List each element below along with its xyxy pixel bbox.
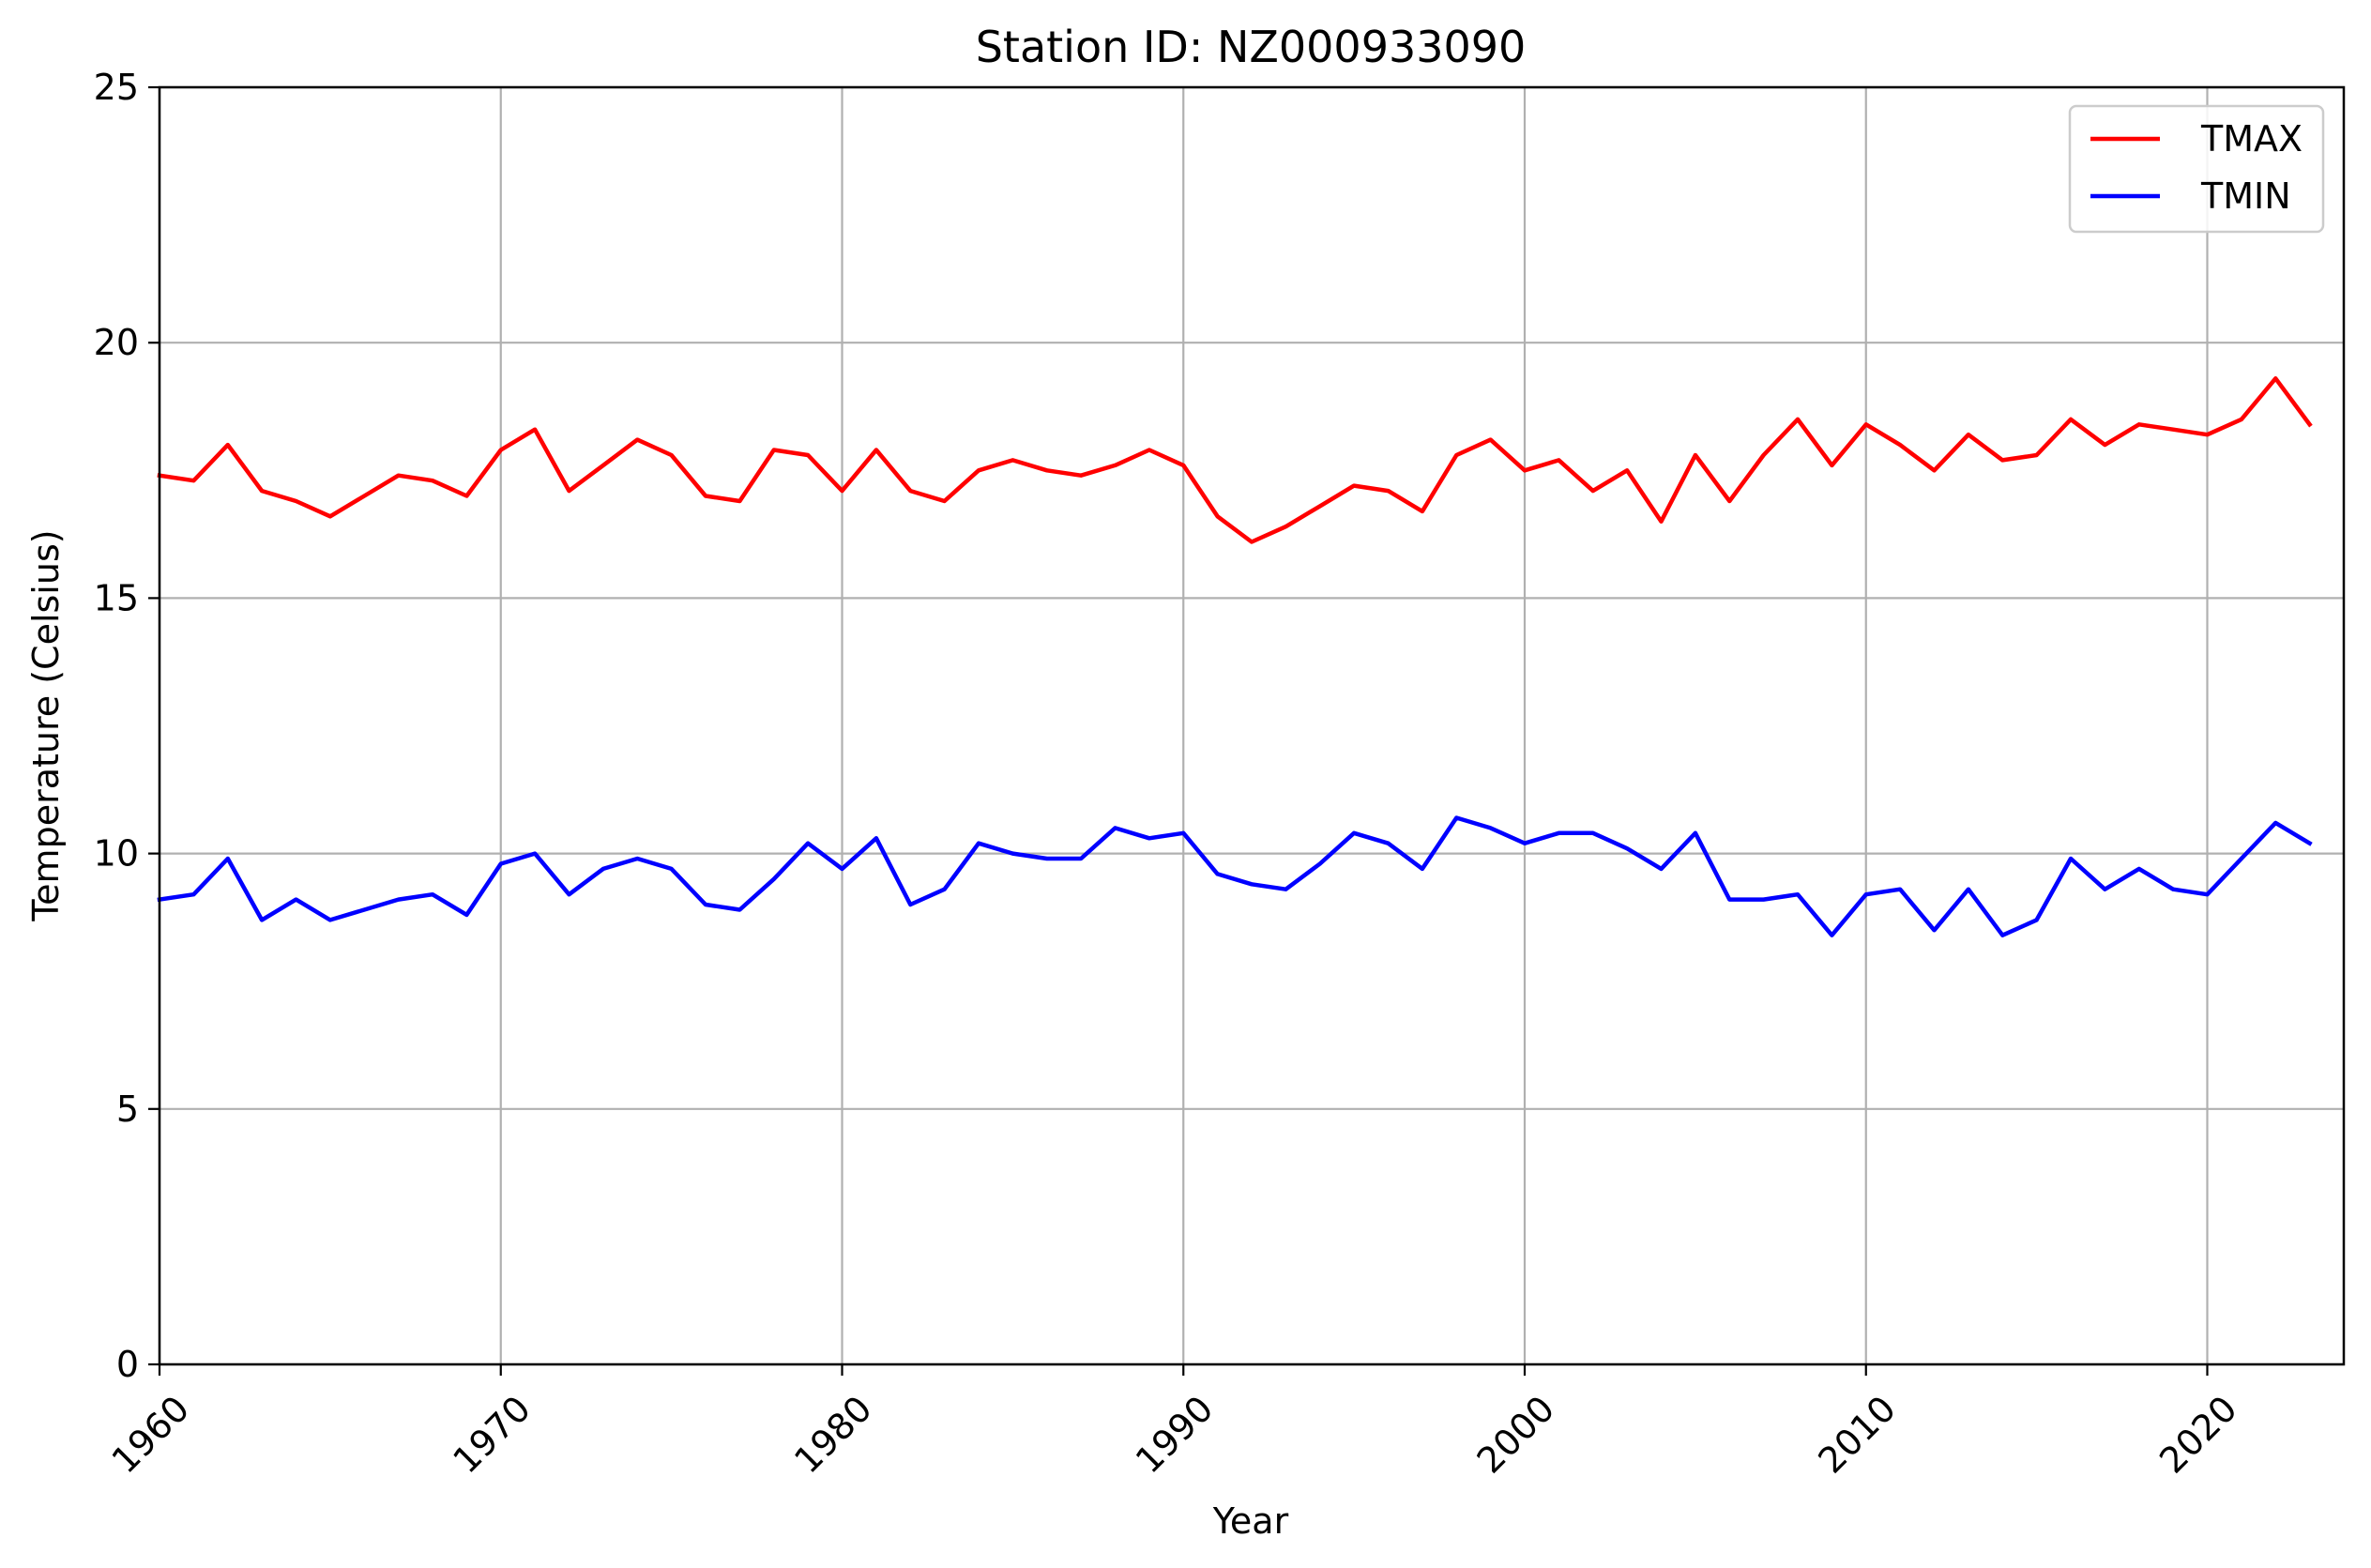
y-tick-label: 5 bbox=[116, 1088, 139, 1130]
x-axis-label: Year bbox=[1212, 1500, 1289, 1542]
series-lines bbox=[157, 376, 2313, 937]
y-tick-label: 10 bbox=[94, 833, 139, 875]
x-gridlines bbox=[158, 87, 2209, 1364]
series-line-tmax bbox=[157, 376, 2313, 544]
legend-label-tmin: TMIN bbox=[2200, 175, 2291, 217]
y-tick-label: 15 bbox=[94, 577, 139, 618]
legend: TMAX TMIN bbox=[2068, 104, 2325, 234]
y-axis-label: Temperature (Celsius) bbox=[25, 529, 67, 921]
legend-label-tmax: TMAX bbox=[2200, 118, 2303, 160]
y-tick-label: 25 bbox=[94, 67, 139, 108]
series-line-tmin bbox=[157, 815, 2313, 937]
chart-title: Station ID: NZ000933090 bbox=[976, 22, 1527, 72]
y-tick-label: 20 bbox=[94, 322, 139, 363]
y-tick-label: 0 bbox=[116, 1344, 139, 1385]
plot-frame bbox=[158, 85, 2346, 1366]
y-axis-ticks: 0 5 10 15 20 25 bbox=[94, 67, 160, 1385]
